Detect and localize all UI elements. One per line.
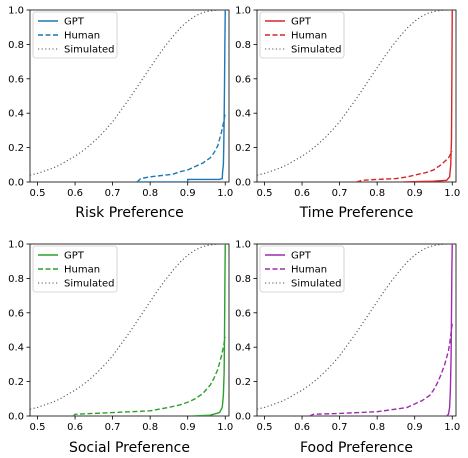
x-tick-label: 0.5 [257,422,273,433]
y-tick-label: 0.6 [235,308,251,319]
gpt-line [137,9,226,182]
legend-label: Human [291,31,327,42]
x-tick-label: 0.7 [105,422,121,433]
y-tick-label: 1.0 [8,240,24,251]
legend-box [259,245,345,293]
x-tick-label: 0.5 [257,188,273,199]
panel-title: Risk Preference [75,205,184,221]
x-tick-label: 0.6 [67,188,83,199]
panel-1: 0.5 0.6 0.7 0.8 0.9 1.0 0.0 0.2 0.4 0.6 0.8 1.0 GPT H… [8,6,233,222]
panel-title: Social Preference [69,440,190,456]
x-tick-label: 0.7 [105,188,121,199]
legend-label: Simulated [291,45,342,56]
legend-box [259,11,345,59]
y-tick-label: 0.2 [235,143,251,154]
x-tick-label: 0.8 [142,188,158,199]
legend-label: GPT [291,251,312,262]
axes-frame [29,243,230,417]
legend-label: Simulated [64,279,115,290]
panel-title: Food Preference [300,440,413,456]
human-line [136,113,226,182]
y-tick-label: 0.0 [235,178,251,189]
x-tick-label: 0.8 [369,188,385,199]
x-tick-label: 1.0 [444,422,460,433]
x-tick-label: 1.0 [217,422,233,433]
y-tick-label: 0.4 [235,343,251,354]
panel-2: 0.5 0.6 0.7 0.8 0.9 1.0 0.0 0.2 0.4 0.6 0.8 1.0 GPT H… [235,6,460,222]
x-tick-label: 1.0 [444,188,460,199]
x-tick-label: 0.6 [67,422,83,433]
gpt-line [446,243,453,416]
x-tick-label: 0.6 [294,188,310,199]
y-tick-label: 0.6 [235,74,251,85]
panel-title: Time Preference [299,205,414,221]
x-tick-label: 0.9 [180,188,196,199]
legend-label: GPT [291,17,312,28]
gpt-line [193,243,226,416]
gpt-line [403,9,453,182]
axes-frame [29,9,230,183]
y-tick-label: 0.4 [8,109,24,120]
x-tick-label: 0.7 [332,188,348,199]
x-tick-label: 1.0 [217,188,233,199]
legend-label: GPT [64,17,85,28]
legend-label: Human [64,265,100,276]
y-tick-label: 0.2 [235,377,251,388]
y-tick-label: 0.0 [235,412,251,423]
x-tick-label: 0.5 [30,422,46,433]
y-tick-label: 0.6 [8,74,24,85]
panel-4: 0.5 0.6 0.7 0.8 0.9 1.0 0.0 0.2 0.4 0.6 0.8 1.0 GPT H… [235,240,460,457]
legend-label: GPT [64,251,85,262]
y-tick-label: 0.8 [8,40,24,51]
x-tick-label: 0.9 [407,188,423,199]
y-tick-label: 0.4 [235,109,251,120]
x-tick-label: 0.9 [180,422,196,433]
y-tick-label: 0.0 [8,412,24,423]
x-tick-label: 0.8 [142,422,158,433]
y-tick-label: 0.4 [8,343,24,354]
y-tick-label: 1.0 [235,240,251,251]
x-tick-label: 0.6 [294,422,310,433]
y-tick-label: 1.0 [235,6,251,17]
human-line [72,336,226,416]
y-tick-label: 0.8 [235,274,251,285]
legend-label: Simulated [291,279,342,290]
x-tick-label: 0.5 [30,188,46,199]
axes-frame [256,243,457,417]
legend-label: Simulated [64,45,115,56]
y-tick-label: 0.0 [8,178,24,189]
legend-box [32,245,118,293]
x-tick-label: 0.7 [332,422,348,433]
x-tick-label: 0.9 [407,422,423,433]
x-tick-label: 0.8 [369,422,385,433]
human-line [309,323,453,416]
y-tick-label: 0.8 [8,274,24,285]
human-line [356,150,453,182]
legend-label: Human [291,265,327,276]
y-tick-label: 0.2 [8,143,24,154]
legend-label: Human [64,31,100,42]
y-tick-label: 1.0 [8,6,24,17]
y-tick-label: 0.8 [235,40,251,51]
y-tick-label: 0.6 [8,308,24,319]
panel-3: 0.5 0.6 0.7 0.8 0.9 1.0 0.0 0.2 0.4 0.6 0.8 1.0 GPT H… [8,240,233,457]
legend-box [32,11,118,59]
y-tick-label: 0.2 [8,377,24,388]
